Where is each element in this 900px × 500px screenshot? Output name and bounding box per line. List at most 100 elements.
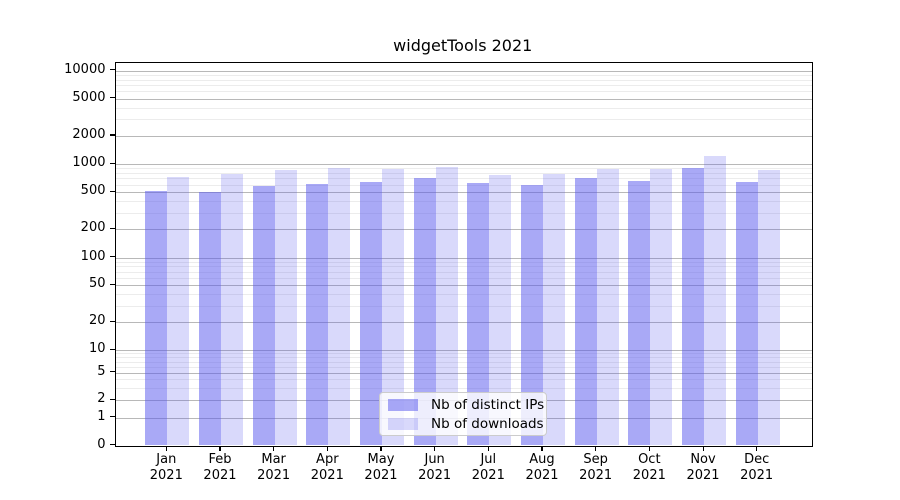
- legend-swatch-downloads: [388, 417, 418, 430]
- x-tick-label-aug: Aug 2021: [525, 451, 559, 483]
- x-tick-mark: [273, 445, 275, 451]
- y-tick-label: 1000: [72, 155, 106, 170]
- x-tick-label-sep: Sep 2021: [579, 451, 613, 483]
- major-gridline: [115, 285, 812, 287]
- major-gridline: [115, 350, 812, 351]
- minor-gridline: [115, 278, 812, 280]
- y-tick-label: 2: [97, 391, 106, 406]
- x-tick-mark: [648, 445, 651, 451]
- minor-gridline: [115, 305, 812, 307]
- minor-gridline: [115, 366, 812, 368]
- bar-nb-of-downloads-sep: [596, 168, 619, 446]
- minor-gridline: [115, 184, 812, 186]
- bar-nb-of-downloads-aug: [542, 173, 565, 446]
- bar-nb-of-distinct-ips-jun: [413, 177, 436, 446]
- minor-gridline: [115, 387, 812, 389]
- y-tick-mark: [109, 398, 115, 400]
- y-tick-label: 2000: [72, 126, 106, 142]
- y-tick-mark: [109, 227, 115, 230]
- y-tick-mark: [109, 348, 115, 350]
- legend: Nb of distinct IPs Nb of downloads: [379, 392, 547, 436]
- minor-gridline: [115, 79, 812, 81]
- minor-gridline: [115, 261, 812, 263]
- minor-gridline: [115, 353, 812, 355]
- bar-nb-of-downloads-mar: [274, 170, 297, 446]
- x-tick-label-mar: Mar 2021: [257, 451, 291, 483]
- minor-gridline: [115, 201, 812, 203]
- minor-gridline: [115, 361, 812, 363]
- major-gridline: [115, 164, 812, 165]
- minor-gridline: [115, 212, 812, 214]
- x-tick-mark: [219, 445, 221, 451]
- x-tick-mark: [487, 445, 490, 451]
- minor-gridline: [115, 379, 812, 381]
- y-tick-mark: [109, 162, 115, 164]
- bar-nb-of-distinct-ips-aug: [520, 184, 543, 446]
- x-tick-mark: [165, 445, 168, 451]
- bar-nb-of-distinct-ips-jul: [467, 182, 490, 446]
- x-tick-label-jul: Jul 2021: [471, 451, 505, 483]
- x-tick-mark: [541, 445, 543, 451]
- y-tick-label: 0: [97, 436, 106, 452]
- major-gridline: [115, 70, 812, 72]
- major-gridline: [115, 135, 812, 137]
- bar-nb-of-distinct-ips-may: [359, 182, 382, 446]
- minor-gridline: [115, 107, 812, 109]
- minor-gridline: [115, 357, 812, 359]
- minor-gridline: [115, 173, 812, 175]
- bar-nb-of-distinct-ips-jan: [145, 190, 168, 446]
- y-tick-label: 5: [97, 363, 106, 379]
- minor-gridline: [115, 119, 812, 121]
- minor-gridline: [115, 74, 812, 76]
- x-tick-mark: [326, 445, 329, 451]
- y-tick-label: 10000: [64, 61, 106, 77]
- legend-item-distinct-ips: Nb of distinct IPs: [388, 397, 544, 413]
- minor-gridline: [115, 91, 812, 93]
- major-gridline: [115, 98, 812, 100]
- major-gridline: [115, 192, 812, 194]
- y-tick-label: 200: [80, 220, 106, 236]
- x-tick-mark: [756, 445, 758, 451]
- bar-nb-of-downloads-jun: [435, 166, 458, 446]
- y-tick-mark: [109, 134, 115, 136]
- y-tick-mark: [109, 190, 115, 192]
- y-tick-mark: [109, 371, 115, 373]
- minor-gridline: [115, 266, 812, 268]
- bar-nb-of-distinct-ips-apr: [306, 184, 329, 446]
- bar-nb-of-distinct-ips-mar: [252, 186, 275, 446]
- y-tick-mark: [109, 256, 115, 258]
- minor-gridline: [115, 168, 812, 170]
- chart-title: widgetTools 2021: [393, 36, 533, 55]
- y-tick-mark: [109, 416, 115, 418]
- bar-nb-of-distinct-ips-oct: [628, 181, 651, 446]
- x-tick-label-jun: Jun 2021: [418, 451, 452, 483]
- legend-label-distinct-ips: Nb of distinct IPs: [431, 396, 545, 413]
- y-tick-mark: [109, 320, 115, 322]
- bar-nb-of-distinct-ips-feb: [198, 192, 221, 446]
- minor-gridline: [115, 294, 812, 296]
- bar-nb-of-downloads-jul: [489, 175, 512, 446]
- y-tick-label: 1: [97, 408, 106, 424]
- x-tick-mark: [434, 445, 436, 451]
- y-tick-mark: [109, 444, 115, 446]
- bar-nb-of-distinct-ips-nov: [682, 168, 704, 446]
- legend-label-downloads: Nb of downloads: [431, 415, 544, 432]
- y-tick-label: 10: [88, 341, 106, 356]
- x-tick-label-feb: Feb 2021: [203, 451, 237, 483]
- x-tick-mark: [380, 445, 382, 451]
- y-tick-label: 5000: [72, 89, 106, 105]
- bar-nb-of-downloads-apr: [328, 168, 351, 446]
- major-gridline: [115, 372, 812, 374]
- x-tick-label-dec: Dec 2021: [740, 451, 774, 483]
- y-tick-label: 50: [88, 276, 106, 292]
- x-tick-label-apr: Apr 2021: [310, 451, 344, 483]
- x-tick-label-jan: Jan 2021: [149, 451, 183, 483]
- major-gridline: [115, 229, 812, 231]
- x-tick-label-oct: Oct 2021: [632, 451, 666, 483]
- x-tick-label-nov: Nov 2021: [686, 451, 720, 483]
- legend-swatch-distinct-ips: [388, 398, 418, 411]
- major-gridline: [115, 322, 812, 324]
- y-tick-mark: [109, 69, 115, 71]
- bar-nb-of-downloads-may: [381, 169, 404, 446]
